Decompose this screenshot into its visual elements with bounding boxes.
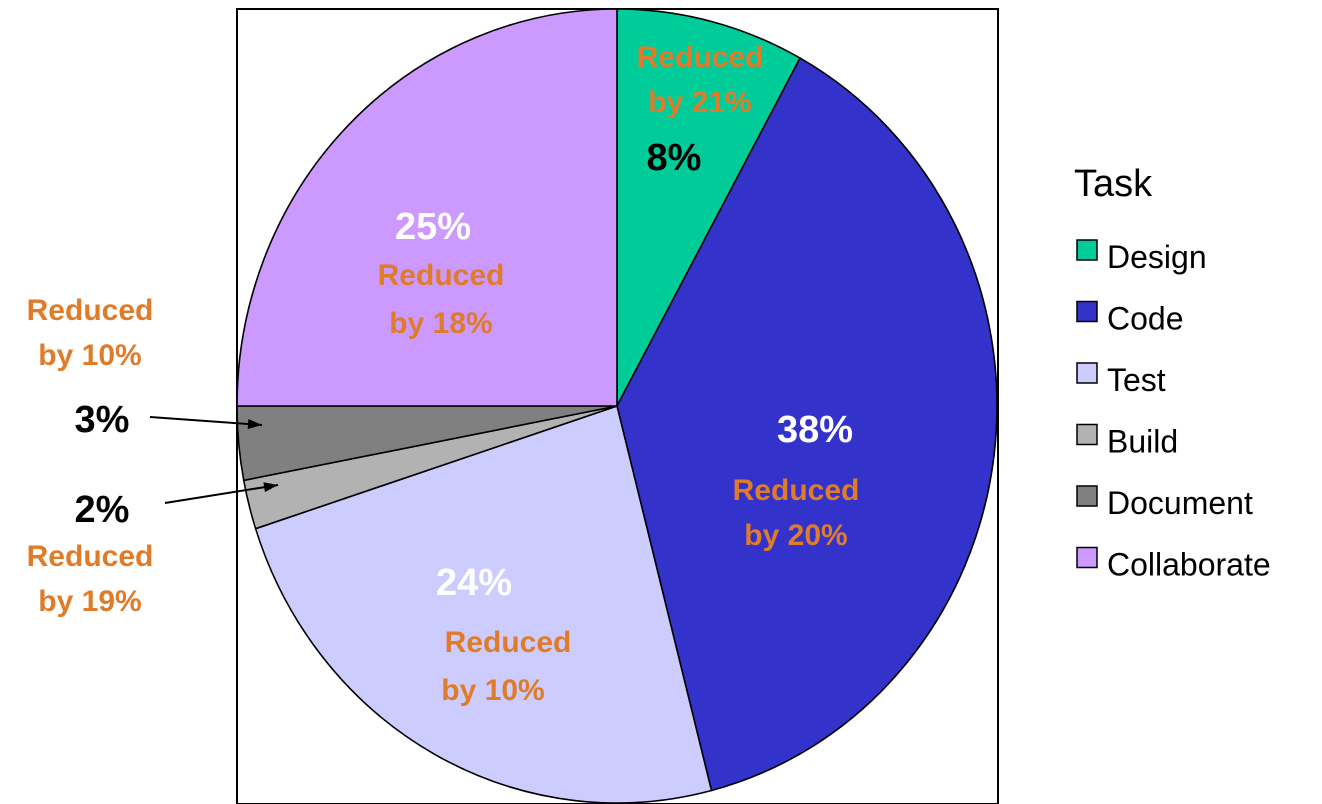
legend-label-build: Build [1107,424,1178,460]
value-label-collaborate: 25% [395,206,471,248]
pie-slice-design [616,8,802,407]
reduction-note-collaborate: by 18% [389,307,492,340]
reduction-note-code: Reduced [733,474,860,507]
legend-title: Task [1074,163,1153,205]
legend-swatch-build [1076,423,1098,446]
pie-slices [236,8,998,804]
pie-slice-code [616,57,998,792]
legend-label-collaborate: Collaborate [1107,547,1271,583]
legend-swatch-collaborate [1076,546,1098,569]
leader-line-build [164,484,279,504]
reduction-note-test: by 10% [441,674,544,707]
leader-line-document [149,416,263,426]
reduction-note-design: Reduced [637,41,764,74]
reduction-note-code: by 20% [744,519,847,552]
reduction-note-test: Reduced [445,626,572,659]
reduction-note-build: Reduced [27,540,154,573]
value-label-document: 3% [75,399,130,441]
leader-arrow-build [263,482,278,493]
legend-label-test: Test [1107,362,1166,398]
reduction-note-build: by 19% [38,585,141,618]
legend-swatch-code [1076,300,1098,323]
legend-label-code: Code [1107,301,1184,337]
legend-label-document: Document [1107,485,1253,521]
reduction-note-design: by 21% [648,86,751,119]
reduction-note-collaborate: Reduced [378,259,505,292]
legend-swatch-design [1076,239,1098,261]
slice-labels: 8% Reduced by 21% 38% Reduced by 20% 24% Reduce… [27,41,860,707]
pie-slice-collaborate [236,8,618,407]
legend-label-design: Design [1107,239,1207,275]
leader-lines [149,416,279,504]
legend-swatch-test [1076,362,1098,384]
value-label-test: 24% [436,562,512,604]
pie-slice-test [254,404,713,804]
leader-arrow-document [247,419,262,429]
value-label-build: 2% [75,489,130,531]
legend: Task Design Code Test Build Document Collabor… [1074,163,1271,583]
legend-swatch-document [1076,485,1098,507]
reduction-note-document: by 10% [38,339,141,372]
value-label-code: 38% [777,409,853,451]
reduction-note-document: Reduced [27,294,154,327]
value-label-design: 8% [647,137,702,179]
